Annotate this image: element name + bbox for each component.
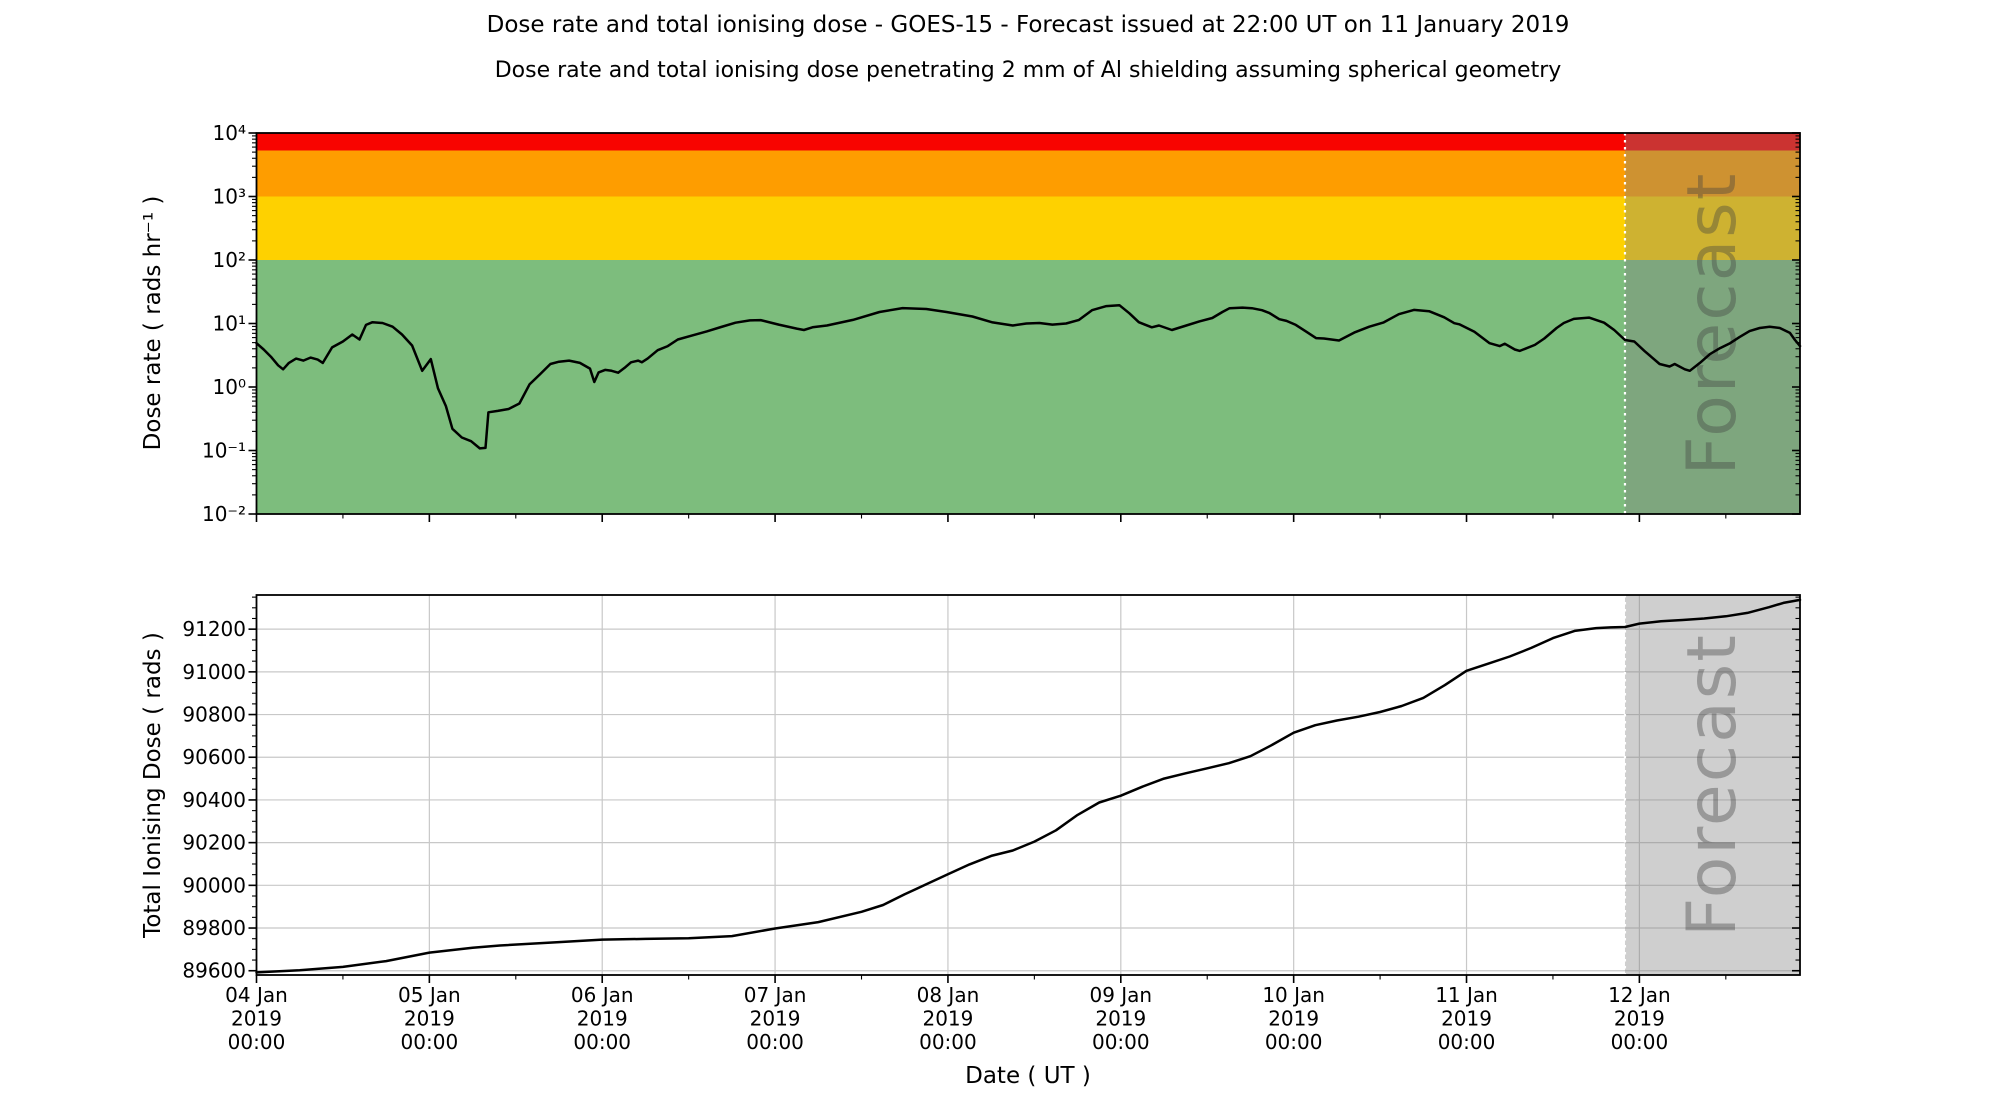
x-axis-tick-label: 2019 xyxy=(750,1007,801,1031)
threshold-band-orange-alert-band xyxy=(256,150,1800,197)
y-axis-tick-label: 10¹ xyxy=(213,312,246,336)
x-axis-tick-label: 2019 xyxy=(404,1007,455,1031)
x-axis-tick-label: 00:00 xyxy=(1092,1030,1150,1054)
forecast-overlay xyxy=(1624,595,1800,975)
chart-title: Dose rate and total ionising dose - GOES… xyxy=(486,12,1570,38)
x-axis-tick-label: 00:00 xyxy=(573,1030,631,1054)
x-axis-tick-label: 00:00 xyxy=(1265,1030,1323,1054)
x-axis-tick-label: 08 Jan xyxy=(917,983,980,1007)
x-axis-tick-label: 04 Jan xyxy=(225,983,288,1007)
y-axis-tick-label: 91000 xyxy=(182,660,246,684)
x-axis-tick-label: 06 Jan xyxy=(571,983,634,1007)
y-axis-tick-label: 89800 xyxy=(182,916,246,940)
forecast-watermark: Forecast xyxy=(1673,633,1752,937)
forecast-watermark: Forecast xyxy=(1673,172,1752,476)
x-axis-tick-label: 00:00 xyxy=(1438,1030,1496,1054)
chart-subtitle: Dose rate and total ionising dose penetr… xyxy=(494,58,1562,83)
x-axis-tick-label: 05 Jan xyxy=(398,983,461,1007)
x-axis-tick-label: 2019 xyxy=(1095,1007,1146,1031)
x-axis-tick-label: 00:00 xyxy=(746,1030,804,1054)
y-axis-tick-label: 10⁻¹ xyxy=(202,439,246,463)
y-axis-tick-label: 90600 xyxy=(182,745,246,769)
x-axis-tick-label: 00:00 xyxy=(1611,1030,1669,1054)
x-axis-tick-label: 2019 xyxy=(922,1007,973,1031)
y-axis-tick-label: 10⁰ xyxy=(213,375,246,399)
x-axis-tick-label: 10 Jan xyxy=(1262,983,1325,1007)
threshold-band-red-alert-band xyxy=(256,133,1800,151)
y-axis-tick-label: 90200 xyxy=(182,831,246,855)
dose-rate-line xyxy=(255,303,1802,450)
x-axis-tick-label: 07 Jan xyxy=(744,983,807,1007)
x-axis-tick-label: 2019 xyxy=(1614,1007,1665,1031)
x-axis-tick-label: 12 Jan xyxy=(1608,983,1671,1007)
axes-spines xyxy=(255,594,1801,976)
threshold-band-yellow-alert-band xyxy=(256,196,1800,260)
x-axis-tick-label: 2019 xyxy=(1268,1007,1319,1031)
dose-rate-panel: Forecast 10⁴ 10³ 10² 10¹ 10⁰ 10⁻¹ 10⁻² xyxy=(202,121,1802,526)
x-axis-label: Date ( UT ) xyxy=(965,1063,1091,1089)
x-axis-tick-label: 11 Jan xyxy=(1435,983,1498,1007)
x-axis-tick-label: 00:00 xyxy=(401,1030,459,1054)
y-axis-tick-label: 90400 xyxy=(182,788,246,812)
x-axis-tick-label: 2019 xyxy=(1441,1007,1492,1031)
y-axis-tick-label: 10⁻² xyxy=(202,502,246,526)
y-axis-tick-label: 10² xyxy=(213,248,246,272)
y-axis-tick-label: 10³ xyxy=(213,185,246,209)
y-axis-tick-label: 10⁴ xyxy=(213,121,246,145)
y-axis-tick-label: 90800 xyxy=(182,703,246,727)
x-axis-tick-label: 00:00 xyxy=(919,1030,977,1054)
threshold-band-green-safe-band xyxy=(256,260,1800,514)
y-axis-tick-label: 90000 xyxy=(182,873,246,897)
total-dose-panel: Forecast 89600 89800 90000 90200 90400 90600 90… xyxy=(182,594,1802,983)
x-axis-tick-label: 00:00 xyxy=(228,1030,286,1054)
forecast-overlay xyxy=(1624,133,1800,514)
y-axis-tick-label: 89600 xyxy=(182,959,246,983)
y-axis-tick-label: 91200 xyxy=(182,617,246,641)
total-ionising-dose-line xyxy=(255,598,1802,974)
x-axis-tick-label: 09 Jan xyxy=(1089,983,1152,1007)
x-axis-tick-label: 2019 xyxy=(231,1007,282,1031)
x-axis-tick-label: 2019 xyxy=(577,1007,628,1031)
